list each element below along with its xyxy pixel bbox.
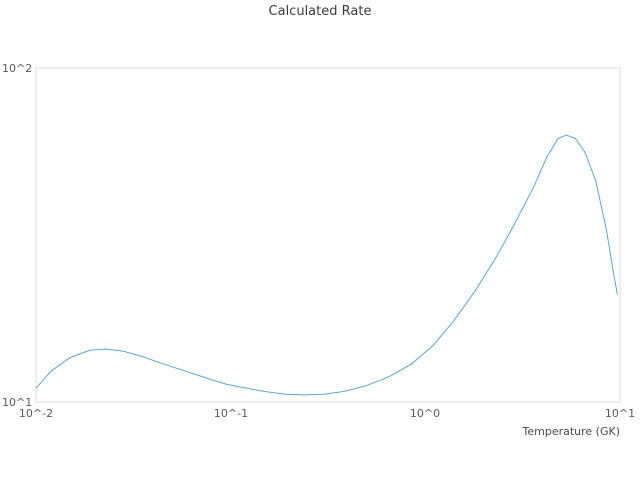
x-tick-label-3: 10^0 (409, 407, 441, 420)
y-tick-label-top: 10^2 (2, 62, 33, 75)
x-tick-label-1: 10^-2 (18, 407, 54, 420)
x-tick-label-4: 10^1 (604, 407, 636, 420)
y-tick-label-bottom: 10^1 (2, 396, 33, 409)
x-axis-label: Temperature (GK) (522, 425, 621, 438)
x-tick-label-2: 10^-1 (213, 407, 249, 420)
plot-border (35, 67, 621, 403)
rate-line (35, 134, 618, 396)
chart-title: Calculated Rate (268, 4, 372, 19)
